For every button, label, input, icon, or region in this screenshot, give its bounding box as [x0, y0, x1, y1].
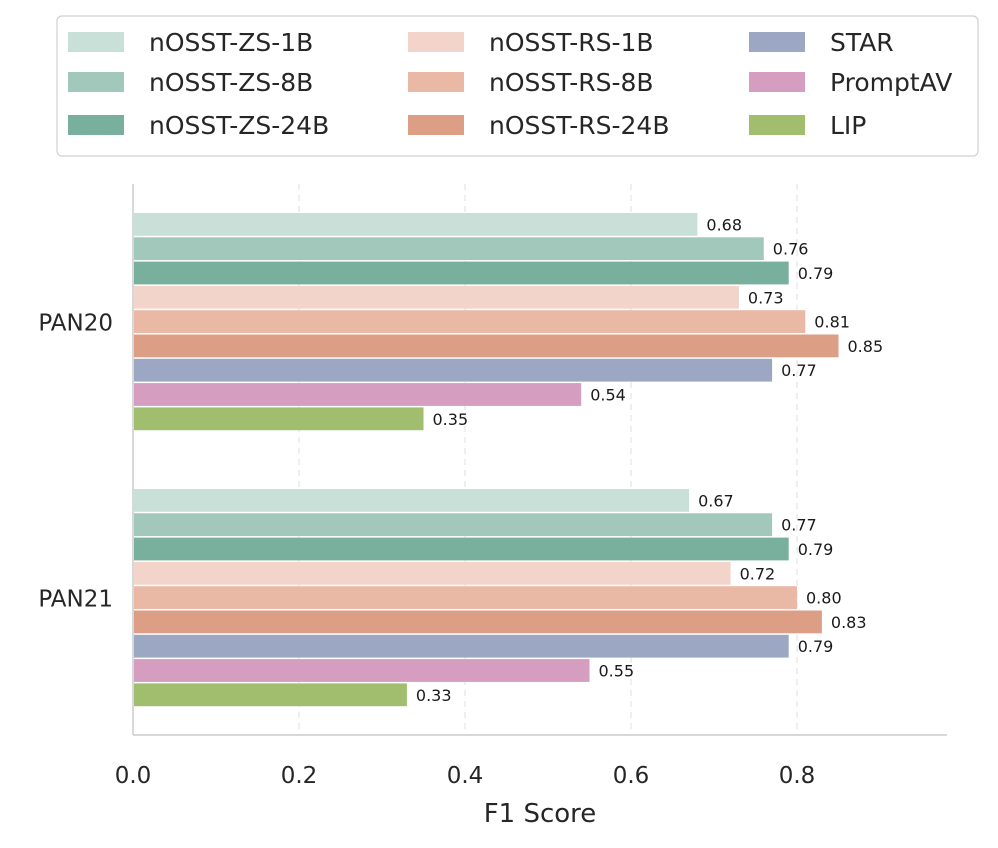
legend-label: nOSST-ZS-1B	[149, 28, 313, 57]
legend-label: STAR	[830, 28, 894, 57]
data-label: 0.80	[806, 589, 842, 608]
data-label: 0.79	[798, 637, 834, 656]
legend-label: nOSST-RS-1B	[489, 28, 654, 57]
x-tick-label: 0.6	[613, 763, 650, 789]
bar	[134, 261, 789, 285]
data-label: 0.68	[706, 215, 742, 234]
bar	[134, 561, 731, 585]
legend-swatch	[408, 32, 464, 52]
x-tick-label: 0.0	[115, 763, 152, 789]
data-label: 0.77	[781, 361, 817, 380]
data-label: 0.35	[433, 410, 469, 429]
data-label: 0.67	[698, 491, 734, 510]
bars	[134, 213, 839, 707]
data-label: 0.73	[748, 288, 784, 307]
category-label: PAN21	[38, 586, 113, 612]
x-tick-label: 0.4	[447, 763, 484, 789]
data-label: 0.77	[781, 516, 817, 535]
data-label: 0.76	[773, 240, 809, 259]
bar	[134, 237, 764, 261]
legend-swatch	[749, 32, 805, 52]
bar	[134, 586, 797, 609]
legend-label: LIP	[830, 111, 866, 140]
data-label: 0.85	[848, 337, 884, 356]
x-tick-label: 0.2	[281, 763, 318, 789]
bar	[134, 683, 407, 707]
x-tick-label: 0.8	[779, 763, 816, 789]
legend-swatch	[749, 115, 805, 135]
bar	[134, 285, 739, 309]
data-label: 0.79	[798, 264, 834, 283]
legend-frame	[56, 15, 979, 157]
bar	[134, 537, 789, 561]
legend-swatch	[68, 72, 124, 92]
data-label: 0.83	[831, 613, 867, 632]
bar	[134, 358, 773, 382]
legend-swatch	[408, 115, 464, 135]
bar	[134, 310, 806, 333]
data-label: 0.79	[798, 540, 834, 559]
legend-label: nOSST-ZS-24B	[149, 111, 329, 140]
bar	[134, 513, 773, 537]
data-label: 0.55	[599, 662, 635, 681]
bar	[134, 383, 582, 406]
category-labels: PAN20 PAN21	[38, 310, 113, 612]
bar	[134, 213, 698, 236]
data-label: 0.54	[590, 386, 626, 405]
legend-label: PromptAV	[830, 68, 952, 97]
x-tick-labels: 0.0 0.2 0.4 0.6 0.8	[115, 763, 816, 789]
legend-label: nOSST-RS-8B	[489, 68, 654, 97]
bar	[134, 407, 424, 431]
x-axis-title: F1 Score	[484, 799, 597, 829]
axes	[132, 184, 947, 736]
legend-label: nOSST-RS-24B	[489, 111, 669, 140]
bar	[134, 610, 822, 634]
legend: nOSST-ZS-1B nOSST-ZS-8B nOSST-ZS-24B nOSST-…	[56, 15, 979, 157]
category-label: PAN20	[38, 310, 113, 336]
bar	[134, 334, 839, 358]
legend-swatch	[408, 72, 464, 92]
legend-swatch	[749, 72, 805, 92]
legend-label: nOSST-ZS-8B	[149, 68, 313, 97]
bar	[134, 634, 789, 658]
data-labels: 0.68 0.76 0.79 0.73 0.81 0.85 0.77 0.54 0.35 0.67…	[416, 215, 883, 704]
data-label: 0.81	[814, 313, 850, 332]
data-label: 0.33	[416, 686, 452, 705]
legend-swatch	[68, 115, 124, 135]
bar	[134, 489, 690, 512]
legend-swatch	[68, 32, 124, 52]
data-label: 0.72	[740, 564, 776, 583]
bar	[134, 659, 590, 682]
